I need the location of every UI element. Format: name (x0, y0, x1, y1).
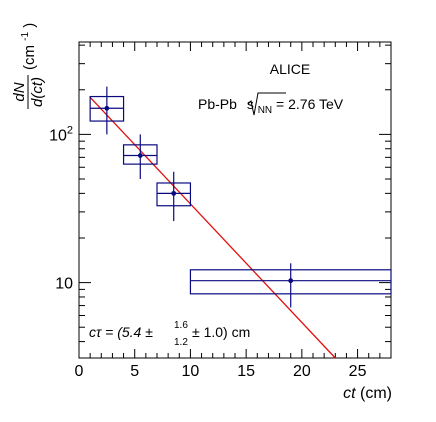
fit-line-group (89, 96, 336, 359)
x-tick-label: 10 (182, 363, 200, 380)
x-tick-label: 0 (75, 363, 84, 380)
result-suffix: ± 1.0) cm (192, 324, 250, 340)
y-axis-unit: (cm -1 ) (15, 23, 38, 70)
data-point-group (189, 263, 392, 308)
data-point-group (156, 171, 192, 222)
y-tick-label: 102 (49, 124, 73, 144)
y-axis-unit-close: ) (21, 23, 38, 28)
energy-symbol: s (247, 96, 254, 112)
system-energy-label: Pb-Pb s NN = 2.76 TeV (198, 96, 344, 116)
data-point-group (122, 134, 158, 180)
energy-value: = 2.76 TeV (276, 96, 344, 112)
result-label: cτ = (5.4 ± (89, 324, 153, 340)
data-point-marker (137, 153, 143, 158)
y-axis-unit-open: (cm (21, 45, 38, 70)
result-err-down: 1.2 (174, 337, 188, 348)
plot-border (78, 41, 392, 359)
fit-line (89, 96, 336, 359)
x-tick-label: 5 (130, 363, 139, 380)
sqrt-sign (247, 92, 286, 116)
result-prefix: cτ = (5.4 (89, 324, 145, 340)
y-axis-numerator: dN (11, 82, 28, 101)
data-points (89, 86, 392, 308)
x-axis-variable: ct (343, 385, 356, 402)
x-axis-ticks: 0 5 10 15 20 25 (75, 42, 392, 380)
energy-subscript: NN (258, 105, 272, 116)
y-tick-exponent: 2 (67, 124, 73, 136)
plus-minus-symbol: ± (145, 324, 153, 340)
y-tick-base: 10 (49, 127, 67, 144)
data-point-marker (288, 278, 294, 284)
x-tick-label: 20 (293, 363, 311, 380)
x-axis-unit: (cm) (360, 385, 392, 402)
data-point-marker (171, 190, 177, 196)
plot-frame (78, 41, 392, 359)
x-tick-label: 25 (349, 363, 367, 380)
data-point-marker (104, 105, 110, 111)
y-tick-base: 10 (55, 276, 73, 293)
y-tick-label: 10 (55, 276, 73, 293)
y-axis-label: dN d(ct) (cm -1 ) (11, 23, 46, 109)
result-err-up: 1.6 (174, 320, 188, 331)
system-label: Pb-Pb (198, 96, 237, 112)
experiment-label: ALICE (270, 61, 310, 77)
y-axis-unit-exp: -1 (20, 31, 31, 40)
data-point-group (89, 86, 125, 135)
x-tick-label: 15 (237, 363, 255, 380)
x-axis-label: ct (cm) (343, 385, 392, 402)
y-axis-denominator: d(ct) (29, 77, 46, 107)
